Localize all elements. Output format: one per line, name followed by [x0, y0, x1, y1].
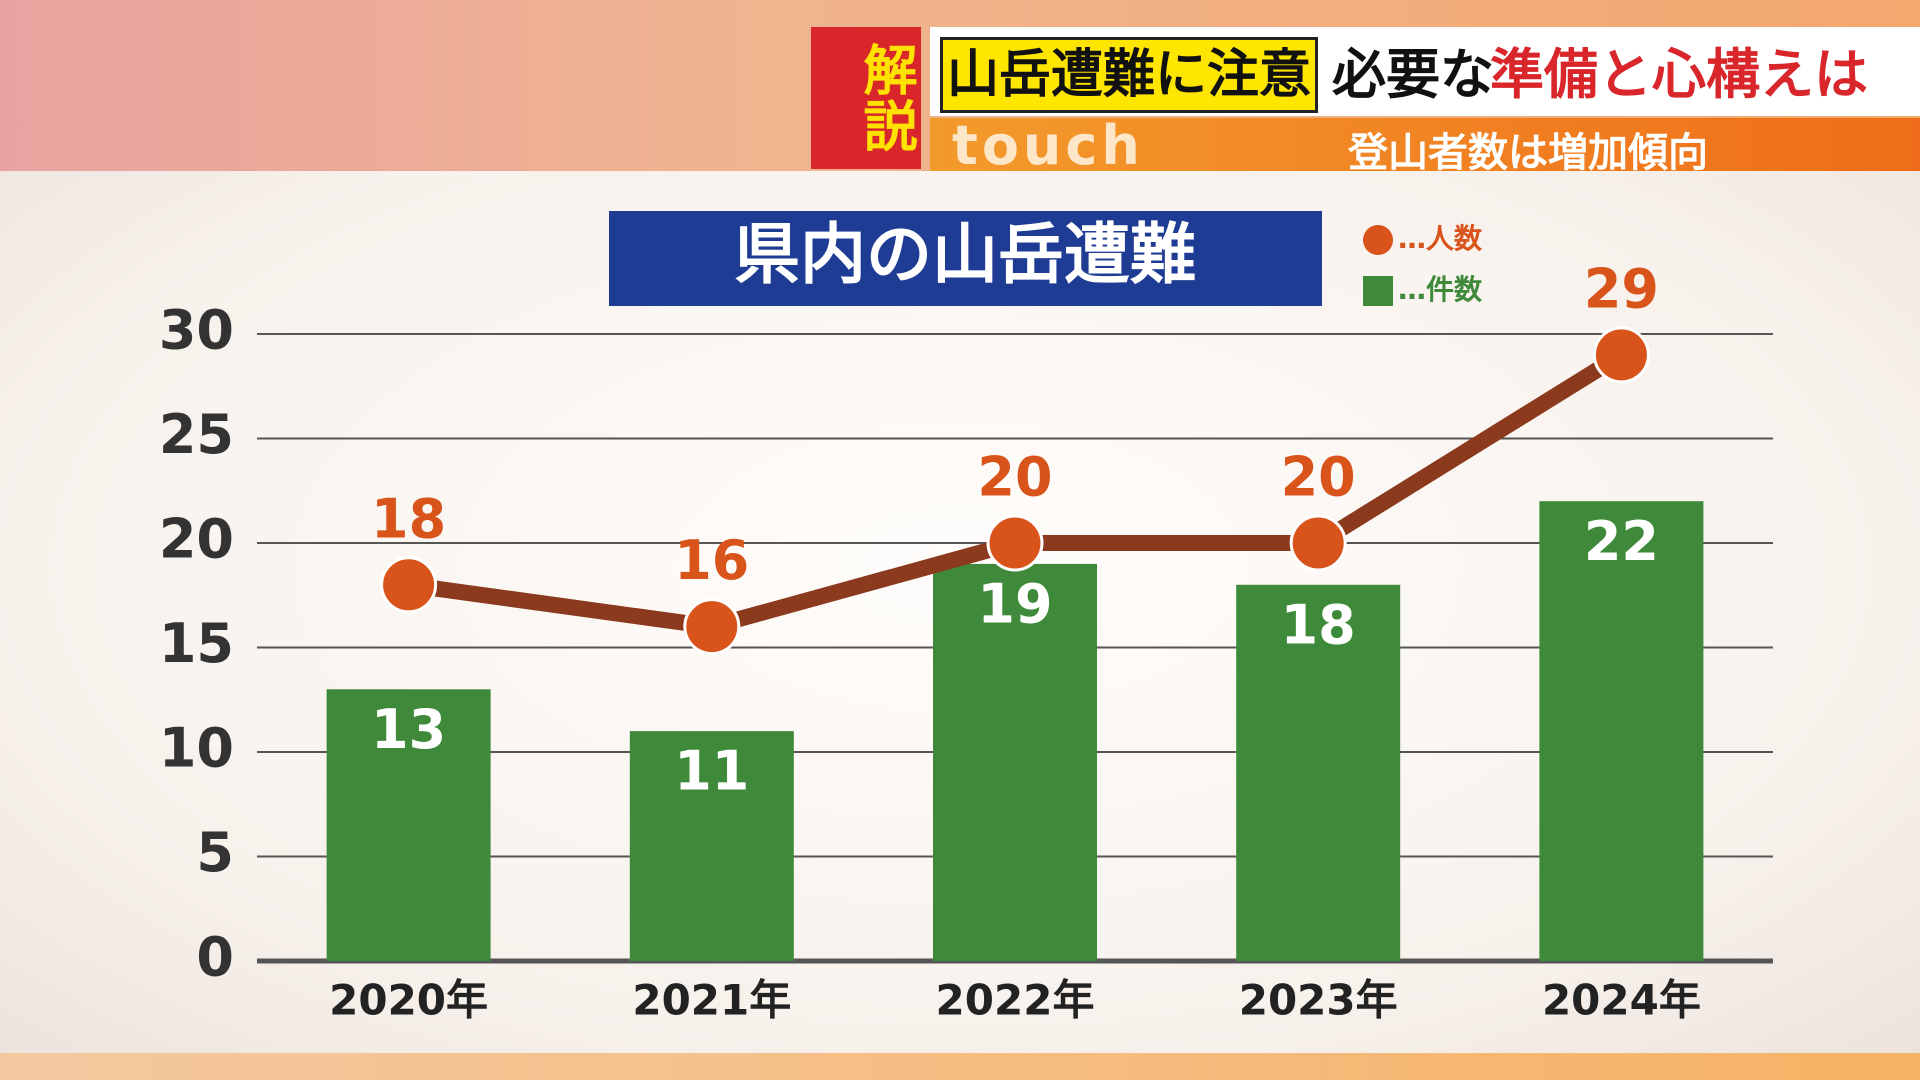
marker: [986, 514, 1044, 572]
value-label: 29: [1584, 258, 1659, 321]
value-label: 13: [371, 698, 446, 761]
title-box: [609, 211, 1322, 306]
bar: [1539, 501, 1704, 961]
bar: [1236, 584, 1401, 961]
value-label: 19: [977, 573, 1052, 636]
y-tick-label: 30: [159, 299, 234, 362]
subtitle: 登山者数は増加傾向: [1348, 130, 1708, 176]
legend-label: …件数: [1398, 273, 1483, 306]
value-label: 20: [977, 446, 1052, 509]
value-label: 20: [1281, 446, 1356, 509]
program-name: touch: [952, 114, 1144, 177]
badge: 解説: [811, 27, 921, 169]
value-label: 18: [1281, 593, 1356, 656]
value-label: 11: [674, 740, 749, 803]
x-tick-label: 2020年: [329, 976, 488, 1025]
badge-text: 解説: [816, 32, 917, 164]
marker: [380, 556, 438, 614]
value-label: 18: [371, 487, 446, 550]
legend-swatch: [1363, 276, 1393, 306]
value-label: 16: [674, 529, 749, 592]
y-tick-label: 15: [159, 612, 234, 675]
x-tick-label: 2022年: [936, 976, 1095, 1025]
bar: [933, 563, 1097, 961]
value-label: 22: [1584, 510, 1659, 573]
y-tick-label: 10: [159, 717, 234, 780]
y-tick-label: 5: [196, 821, 234, 884]
marker: [1289, 514, 1347, 572]
headline: 山岳遭難に注意: [940, 37, 1318, 113]
headline: 準備と心構えは: [1490, 43, 1868, 106]
headline: 必要な: [1332, 43, 1494, 106]
y-tick-label: 20: [159, 508, 234, 571]
marker: [683, 598, 741, 656]
legend-swatch: [1363, 225, 1393, 255]
chart-title: 県内の山岳遭難: [734, 216, 1196, 293]
marker: [1592, 326, 1650, 384]
x-tick-label: 2023年: [1239, 976, 1398, 1025]
y-tick-label: 0: [196, 926, 234, 989]
x-tick-label: 2021年: [632, 976, 791, 1025]
bottom-strip: [0, 1053, 1920, 1080]
subtitle-bar: [930, 118, 1920, 171]
y-tick-label: 25: [159, 403, 234, 466]
legend-label: …人数: [1398, 222, 1483, 255]
bar: [326, 689, 491, 961]
bar: [629, 731, 794, 961]
x-tick-label: 2024年: [1542, 976, 1701, 1025]
